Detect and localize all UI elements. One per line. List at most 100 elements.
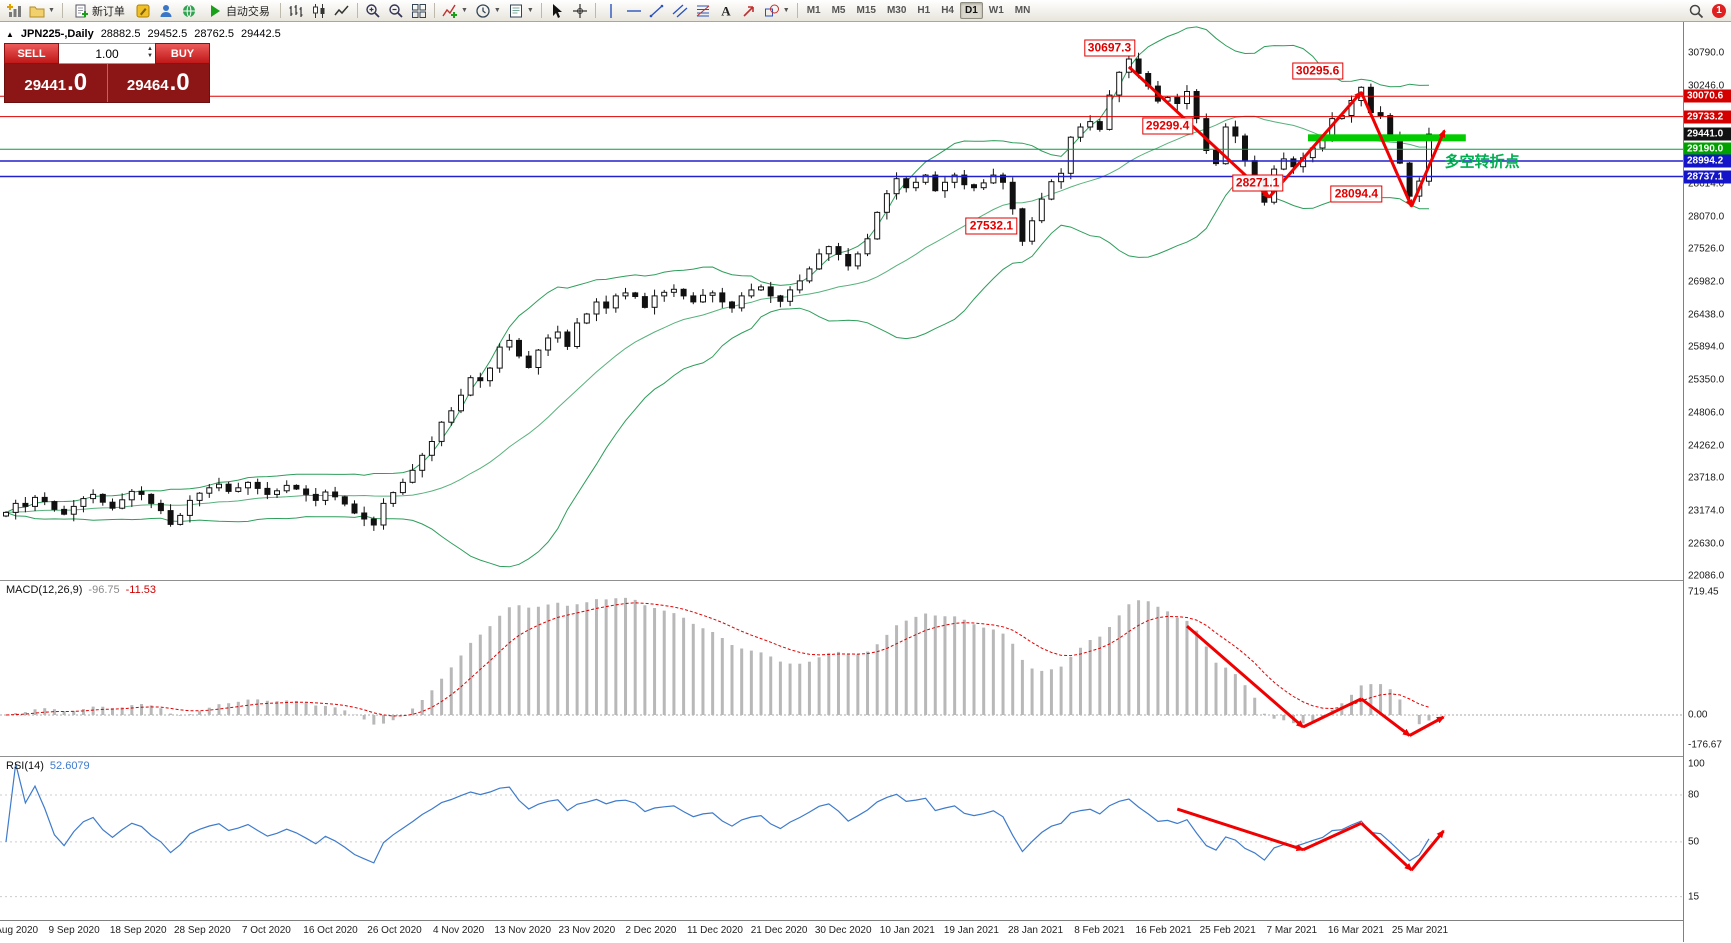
periods-button[interactable]: ▼	[472, 1, 504, 20]
volume-up-icon[interactable]: ▲	[147, 46, 153, 52]
line-chart-button[interactable]	[331, 1, 353, 20]
quote-line: ▲ JPN225-,Daily 28882.5 29452.5 28762.5 …	[6, 28, 281, 40]
timeframe-m15[interactable]: M15	[856, 5, 876, 16]
trend-arrow[interactable]	[1268, 90, 1363, 199]
mql5-button[interactable]	[178, 1, 200, 20]
date-label: 18 Sep 2020	[109, 925, 167, 936]
autotrading-button[interactable]: 自动交易	[201, 1, 276, 20]
highlight-bar[interactable]	[1308, 134, 1466, 142]
quote-close: 29442.5	[240, 28, 281, 40]
new-order-button[interactable]: 新订单	[67, 1, 131, 20]
linechart-icon	[334, 5, 349, 15]
arrow-object-button[interactable]	[738, 1, 760, 20]
price-tag[interactable]: 28094.4	[1330, 185, 1383, 203]
zoom-in-icon	[366, 3, 380, 18]
timeframe-m30[interactable]: M30	[886, 5, 907, 16]
profiles-button[interactable]: ▼	[26, 1, 58, 20]
price-marker-black: 29441.0	[1684, 127, 1731, 141]
price-marker-blue: 28994.2	[1684, 154, 1731, 168]
date-label: 28 Jan 2021	[1007, 925, 1064, 936]
timeframe-mn[interactable]: MN	[1014, 5, 1031, 16]
svg-text:A: A	[721, 3, 731, 18]
vertical-line-button[interactable]	[600, 1, 622, 20]
date-label: 23 Nov 2020	[558, 925, 616, 936]
timeframe-w1[interactable]: W1	[988, 5, 1004, 16]
chinese-annotation[interactable]: 多空转折点	[1444, 153, 1520, 171]
zoom-out-button[interactable]	[385, 1, 407, 20]
trend-arrow[interactable]	[1360, 822, 1413, 872]
date-label: 10 Jan 2021	[879, 925, 935, 936]
timeframe-d1[interactable]: D1	[960, 2, 983, 19]
trend-arrow[interactable]	[1410, 129, 1446, 207]
price-tag[interactable]: 28271.1	[1231, 174, 1284, 192]
date-label: 11 Dec 2020	[687, 925, 743, 936]
macd-signal-line	[5, 602, 1430, 717]
tile-icon	[411, 3, 426, 18]
bar-chart-button[interactable]	[285, 1, 307, 20]
trend-arrow[interactable]	[1410, 829, 1445, 871]
candle-chart-button[interactable]	[308, 1, 330, 20]
chart-window: 30790.030246.029702.029158.028614.028070…	[0, 22, 1731, 943]
price-axis-label: 25350.0	[1688, 374, 1725, 386]
price-tag[interactable]: 30697.3	[1083, 39, 1136, 57]
shapes-button[interactable]: ▼	[761, 1, 793, 20]
chevron-down-icon: ▼	[460, 7, 468, 14]
trend-arrow[interactable]	[1176, 807, 1305, 852]
price-marker-green: 29190.0	[1684, 142, 1731, 156]
zoom-in-button[interactable]	[362, 1, 384, 20]
channel-button[interactable]	[669, 1, 691, 20]
trend-arrow[interactable]	[1186, 624, 1305, 729]
date-label: 26 Oct 2020	[367, 925, 422, 936]
collapse-triangle-icon[interactable]: ▲	[6, 29, 14, 39]
symbol-label: JPN225-,Daily	[20, 28, 94, 40]
hline-icon	[626, 9, 641, 12]
chevron-down-icon: ▼	[782, 7, 790, 14]
price-tag[interactable]: 27532.1	[965, 217, 1018, 235]
buy-price[interactable]: 29464 .0	[106, 64, 210, 102]
toolbar-separator	[356, 3, 358, 18]
globe-icon	[182, 4, 195, 17]
timeframe-h4[interactable]: H4	[941, 5, 954, 16]
timeframe-m5[interactable]: M5	[831, 5, 846, 16]
cursor-button[interactable]	[546, 1, 568, 20]
notification-badge[interactable]: 1	[1712, 3, 1726, 18]
crosshair-button[interactable]	[569, 1, 591, 20]
trendline-button[interactable]	[646, 1, 668, 20]
volume-stepper[interactable]: 1.00 ▲ ▼	[59, 43, 155, 64]
tile-windows-button[interactable]	[408, 1, 430, 20]
metaeditor-button[interactable]	[132, 1, 154, 20]
trend-arrow[interactable]	[1302, 697, 1362, 729]
sell-button[interactable]: SELL	[4, 43, 59, 64]
templates-button[interactable]: ▼	[505, 1, 537, 20]
price-axis-label: 28614.0	[1688, 178, 1725, 190]
trend-arrow[interactable]	[1359, 91, 1413, 208]
toolbar-right: 1	[1685, 1, 1728, 20]
trend-arrow[interactable]	[1360, 697, 1411, 737]
community-button[interactable]	[155, 1, 177, 20]
price-tag[interactable]: 29299.4	[1141, 117, 1194, 135]
date-label: 16 Mar 2021	[1327, 925, 1384, 936]
new-chart-button[interactable]	[3, 1, 25, 20]
buy-button[interactable]: BUY	[155, 43, 210, 64]
horizontal-line-button[interactable]	[623, 1, 645, 20]
timeframe-m1[interactable]: M1	[806, 5, 821, 16]
rsi-label: RSI(14) 52.6079	[6, 760, 90, 772]
sell-price[interactable]: 29441 .0	[24, 69, 88, 96]
rsi-scale-label: 50	[1688, 836, 1700, 848]
trend-arrow[interactable]	[1408, 715, 1445, 737]
play-icon	[210, 4, 220, 17]
metaeditor-icon	[136, 4, 150, 17]
trend-arrow[interactable]	[1302, 821, 1362, 852]
timeframe-h1[interactable]: H1	[917, 5, 931, 16]
text-button[interactable]: A	[715, 1, 737, 20]
search-button[interactable]	[1685, 1, 1707, 20]
macd-name: MACD(12,26,9)	[6, 584, 83, 596]
date-label: 21 Dec 2020	[750, 925, 808, 936]
chart-canvas[interactable]	[0, 22, 1683, 920]
one-click-trading-panel: SELL 1.00 ▲ ▼ BUY 29441 .0 29464 .0	[4, 43, 210, 103]
price-tag[interactable]: 30295.6	[1291, 62, 1344, 80]
volume-down-icon[interactable]: ▼	[147, 53, 153, 59]
fibonacci-button[interactable]	[692, 1, 714, 20]
fibo-icon	[696, 4, 710, 17]
indicators-button[interactable]: ▼	[439, 1, 471, 20]
